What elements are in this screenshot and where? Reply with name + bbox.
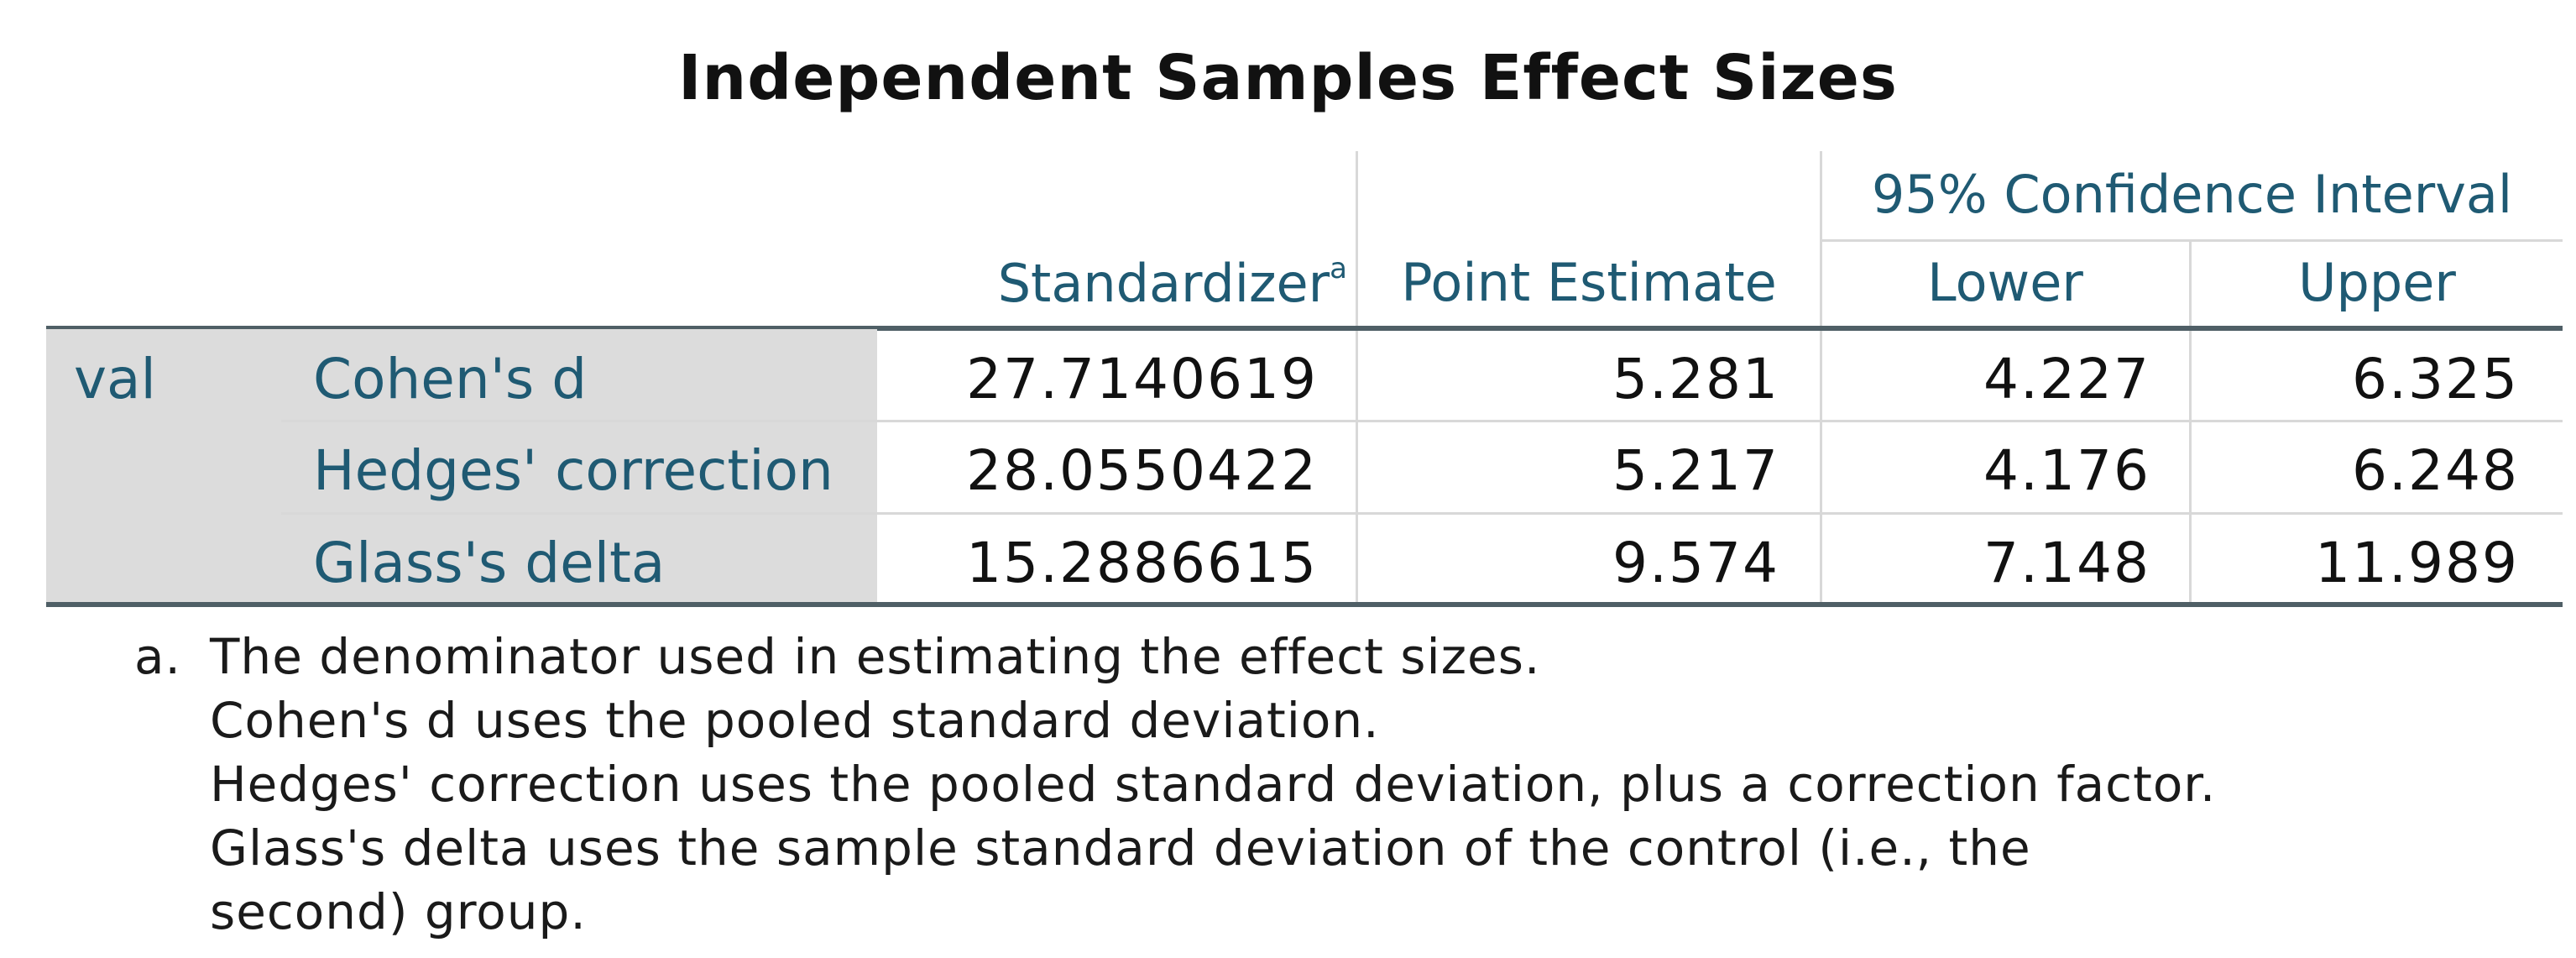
footnote-line: Hedges' correction uses the pooled stand… [210, 756, 2217, 813]
header-divider [1356, 151, 1358, 329]
cell-upper: 11.989 [2315, 531, 2519, 595]
table-bottom-rule [46, 602, 2563, 607]
cell-lower: 7.148 [1983, 531, 2150, 595]
body-divider [2189, 331, 2192, 602]
row-divider [281, 420, 2563, 422]
ci-group-header: 95% Confidence Interval [1821, 164, 2563, 225]
cell-upper: 6.248 [2352, 438, 2519, 503]
cell-point-estimate: 9.574 [1612, 531, 1779, 595]
row-divider [281, 512, 2563, 515]
standardizer-label: Standardizer [997, 253, 1330, 314]
table-top-rule [46, 326, 2563, 331]
row-stub-background [46, 329, 877, 602]
cell-standardizer: 15.2886615 [966, 531, 1318, 595]
footnote-line: second) group. [210, 883, 587, 940]
cell-lower: 4.227 [1983, 347, 2150, 411]
ci-group-label: 95% Confidence Interval [1871, 164, 2513, 225]
upper-header: Upper [2298, 252, 2456, 313]
cell-point-estimate: 5.217 [1612, 438, 1779, 503]
footnote-line: Cohen's d uses the pooled standard devia… [210, 692, 1380, 749]
footnote-line: Glass's delta uses the sample standard d… [210, 819, 2031, 877]
header-divider [2189, 239, 2192, 329]
body-divider [1356, 331, 1358, 602]
cell-upper: 6.325 [2352, 347, 2519, 411]
standardizer-footnote-marker: a [1330, 252, 1347, 285]
footnote-marker: a. [134, 628, 181, 685]
cell-lower: 4.176 [1983, 438, 2150, 503]
standardizer-header: Standardizera [877, 252, 1347, 314]
row-label-glass-delta: Glass's delta [313, 531, 666, 595]
row-label-cohens-d: Cohen's d [313, 347, 588, 411]
point-estimate-header: Point Estimate [1401, 252, 1777, 313]
cell-standardizer: 28.0550422 [966, 438, 1318, 503]
footnote-line: The denominator used in estimating the e… [210, 628, 1541, 685]
header-divider [1820, 151, 1822, 329]
table-title: Independent Samples Effect Sizes [678, 42, 1898, 114]
lower-header: Lower [1927, 252, 2083, 313]
row-label-hedges-correction: Hedges' correction [313, 438, 833, 503]
variable-label: val [74, 347, 156, 411]
cell-point-estimate: 5.281 [1612, 347, 1779, 411]
body-divider [1820, 331, 1822, 602]
ci-header-divider [1821, 239, 2563, 242]
cell-standardizer: 27.7140619 [966, 347, 1318, 411]
